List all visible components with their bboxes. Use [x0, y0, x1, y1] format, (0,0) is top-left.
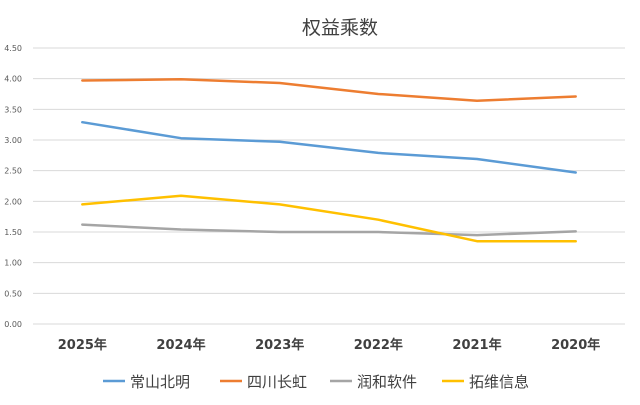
- y-tick-label: 1.00: [4, 259, 22, 268]
- y-tick-label: 4.50: [4, 44, 22, 53]
- grid: [33, 47, 625, 325]
- y-tick-label: 3.50: [4, 105, 22, 114]
- series-lines: [81, 78, 577, 243]
- y-tick-label: 0.00: [4, 320, 22, 329]
- x-tick-label: 2022年: [354, 337, 403, 353]
- legend-label: 拓维信息: [469, 373, 529, 391]
- legend: 常山北明 四川长虹 润和软件 拓维信息: [103, 373, 529, 391]
- y-tick-label: 2.50: [4, 167, 22, 176]
- x-tick-label: 2020年: [551, 337, 600, 353]
- x-tick-label: 2023年: [255, 337, 304, 353]
- series-line: [81, 120, 577, 174]
- x-tick-label: 2025年: [58, 337, 107, 353]
- legend-label: 润和软件: [357, 373, 417, 391]
- series-line: [81, 194, 577, 243]
- series-line: [81, 78, 577, 102]
- chart-title: 权益乘数: [302, 17, 378, 39]
- legend-label: 常山北明: [130, 373, 190, 391]
- y-axis-ticks: 0.00 0.50 1.00 1.50 2.00 2.50 3.00 3.50 4.00 4.50: [4, 44, 22, 329]
- x-tick-label: 2021年: [452, 337, 501, 353]
- y-tick-label: 2.00: [4, 197, 22, 206]
- y-tick-label: 1.50: [4, 228, 22, 237]
- series-line: [81, 223, 577, 237]
- x-tick-label: 2024年: [156, 337, 205, 353]
- y-tick-label: 4.00: [4, 75, 22, 84]
- legend-label: 四川长虹: [247, 373, 307, 391]
- y-tick-label: 0.50: [4, 289, 22, 298]
- x-axis-ticks: 2025年 2024年 2023年 2022年 2021年 2020年: [58, 337, 601, 353]
- y-tick-label: 3.00: [4, 136, 22, 145]
